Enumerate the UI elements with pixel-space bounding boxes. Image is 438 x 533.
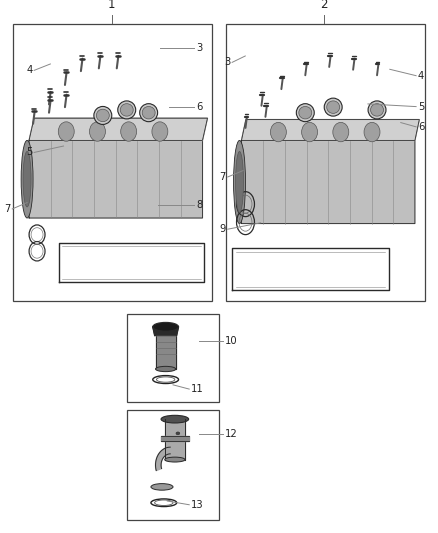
Ellipse shape — [176, 432, 180, 435]
Ellipse shape — [140, 103, 158, 122]
Bar — [226, 24, 425, 301]
Ellipse shape — [299, 107, 312, 119]
Ellipse shape — [302, 123, 318, 142]
Text: 10: 10 — [225, 336, 238, 346]
Text: 8: 8 — [196, 200, 202, 210]
Text: 4: 4 — [26, 66, 32, 75]
Text: 7: 7 — [4, 204, 11, 214]
Ellipse shape — [121, 122, 137, 141]
Ellipse shape — [23, 151, 31, 207]
Text: 11: 11 — [191, 384, 204, 394]
Text: 5: 5 — [26, 148, 32, 157]
Text: 6: 6 — [196, 102, 203, 111]
Ellipse shape — [368, 101, 386, 119]
Bar — [127, 410, 219, 520]
Ellipse shape — [333, 123, 349, 142]
Ellipse shape — [96, 109, 110, 122]
Polygon shape — [29, 118, 208, 218]
Ellipse shape — [236, 151, 244, 213]
Text: 6: 6 — [418, 122, 424, 132]
Polygon shape — [153, 327, 179, 336]
Polygon shape — [29, 118, 208, 140]
Ellipse shape — [120, 103, 133, 116]
Text: 3: 3 — [224, 58, 230, 67]
Ellipse shape — [118, 101, 136, 119]
Ellipse shape — [371, 103, 384, 116]
Ellipse shape — [364, 123, 380, 142]
Bar — [127, 314, 219, 402]
Text: 12: 12 — [225, 430, 238, 439]
Text: 3: 3 — [196, 43, 202, 53]
Polygon shape — [241, 119, 419, 223]
Text: 9: 9 — [219, 224, 226, 234]
Polygon shape — [241, 119, 419, 140]
Ellipse shape — [161, 415, 189, 423]
Ellipse shape — [58, 122, 74, 141]
Ellipse shape — [151, 483, 173, 490]
Polygon shape — [161, 435, 189, 441]
Text: 7: 7 — [219, 172, 226, 182]
Ellipse shape — [324, 98, 342, 116]
Ellipse shape — [327, 101, 339, 114]
Ellipse shape — [153, 322, 179, 331]
Text: 5: 5 — [418, 102, 424, 111]
Text: 4: 4 — [418, 71, 424, 80]
Ellipse shape — [152, 122, 168, 141]
Ellipse shape — [155, 366, 176, 372]
Ellipse shape — [94, 107, 112, 124]
Ellipse shape — [21, 140, 33, 218]
Ellipse shape — [297, 103, 314, 122]
Ellipse shape — [165, 457, 185, 462]
Ellipse shape — [89, 122, 106, 141]
Text: 1: 1 — [108, 0, 116, 11]
Ellipse shape — [142, 107, 155, 119]
Text: 2: 2 — [320, 0, 328, 11]
Text: 13: 13 — [191, 500, 204, 510]
Polygon shape — [165, 419, 185, 459]
Bar — [13, 24, 212, 301]
Ellipse shape — [270, 123, 286, 142]
Polygon shape — [155, 336, 176, 369]
Ellipse shape — [233, 140, 245, 223]
Polygon shape — [155, 447, 170, 471]
